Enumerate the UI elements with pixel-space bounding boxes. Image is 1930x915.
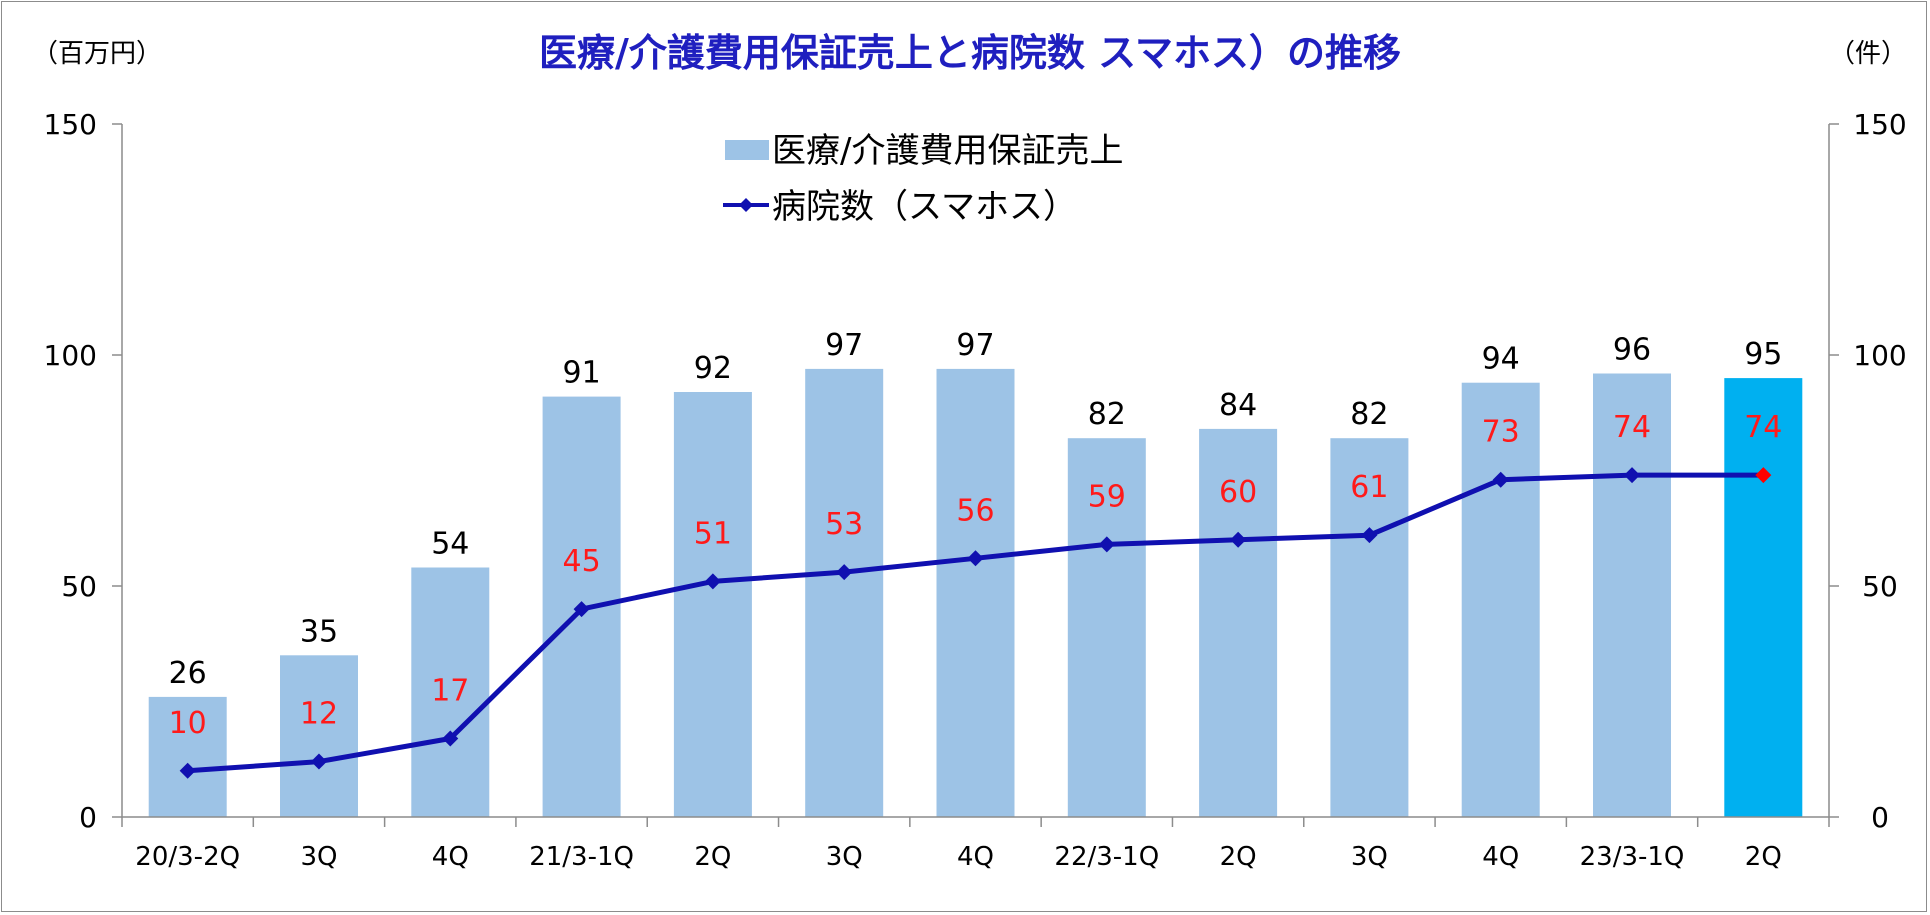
x-tick-label: 2Q — [1220, 842, 1257, 872]
legend: 医療/介護費用保証売上 病院数（スマホス） — [723, 131, 1123, 227]
line-layer — [179, 467, 1772, 779]
bar — [673, 392, 752, 817]
x-tick-label: 3Q — [300, 842, 337, 872]
line-value-label: 12 — [300, 697, 338, 732]
x-tick-label: 3Q — [826, 842, 863, 872]
x-tick-label: 4Q — [957, 842, 994, 872]
line-point — [442, 730, 459, 747]
line-value-label: 56 — [956, 493, 994, 528]
line-value-label: 17 — [431, 674, 469, 709]
line-point — [1230, 531, 1247, 548]
x-tick-label: 22/3-1Q — [1054, 842, 1159, 872]
right-tick-label: 0 — [1871, 801, 1889, 834]
bar — [1330, 438, 1409, 817]
bar — [936, 368, 1015, 817]
line-point — [836, 564, 853, 581]
legend-line-marker — [739, 198, 753, 212]
bar-value-label: 54 — [431, 527, 469, 562]
line-point — [1098, 536, 1115, 553]
bar-value-label: 91 — [563, 356, 601, 391]
left-tick-label: 150 — [44, 108, 97, 141]
line-point — [179, 762, 196, 779]
line-value-label: 73 — [1482, 415, 1520, 450]
right-tick-label: 100 — [1853, 339, 1906, 372]
left-tick-label: 100 — [44, 339, 97, 372]
line-value-label: 74 — [1613, 410, 1651, 445]
axes-layer: 0 50 100 150 0 50 100 150 20/3-2Q 3Q 4Q 21/3-1Q 2Q 3Q… — [44, 108, 1907, 872]
bar-value-label: 94 — [1482, 342, 1520, 377]
bar — [1461, 382, 1540, 817]
line-value-label: 10 — [169, 706, 207, 741]
bar-value-label: 26 — [169, 656, 207, 691]
line-value-label: 45 — [563, 544, 601, 579]
left-tick-label: 50 — [61, 570, 97, 603]
bar — [411, 567, 490, 817]
bar-value-label: 97 — [825, 328, 863, 363]
legend-line-label: 病院数（スマホス） — [772, 187, 1077, 227]
bar-value-label: 82 — [1088, 397, 1126, 432]
line-value-label: 74 — [1744, 410, 1782, 445]
line-value-label: 53 — [825, 507, 863, 542]
bar — [1067, 438, 1146, 817]
legend-bar-label: 医療/介護費用保証売上 — [772, 131, 1123, 171]
line-point — [1361, 527, 1378, 544]
bar-value-label: 35 — [300, 614, 338, 649]
x-tick-label: 20/3-2Q — [135, 842, 240, 872]
x-tick-label: 23/3-1Q — [1580, 842, 1685, 872]
bar — [805, 368, 884, 817]
line-value-label: 59 — [1088, 479, 1126, 514]
right-tick-label: 50 — [1862, 570, 1898, 603]
x-tick-label: 4Q — [432, 842, 469, 872]
line-value-label: 61 — [1350, 470, 1388, 505]
bars-layer — [148, 368, 1803, 817]
bar — [1593, 373, 1671, 817]
x-tick-label: 3Q — [1351, 842, 1388, 872]
bar-value-label: 96 — [1613, 333, 1651, 368]
x-tick-label: 2Q — [1745, 842, 1782, 872]
line-value-label: 51 — [694, 516, 732, 551]
left-tick-label: 0 — [79, 801, 97, 834]
bar-value-label: 95 — [1744, 337, 1782, 372]
bar-value-label: 82 — [1350, 397, 1388, 432]
line-point — [1755, 467, 1772, 484]
bar-value-label: 97 — [956, 328, 994, 363]
x-tick-label: 21/3-1Q — [529, 842, 634, 872]
bar-value-label: 92 — [694, 351, 732, 386]
line-point — [573, 601, 590, 618]
bar — [280, 655, 358, 817]
line-point — [310, 753, 327, 770]
bar — [1199, 428, 1278, 817]
bar — [148, 696, 227, 817]
line-point — [1624, 467, 1641, 484]
legend-bar-swatch — [725, 140, 769, 160]
right-tick-label: 150 — [1853, 108, 1906, 141]
chart-title: 医療/介護費用保証売上と病院数 スマホス）の推移 — [539, 31, 1401, 75]
bar-value-label: 84 — [1219, 388, 1257, 423]
bar — [1724, 378, 1803, 817]
line-value-label: 60 — [1219, 475, 1257, 510]
line-point — [967, 550, 984, 567]
left-axis-unit: （百万円） — [32, 39, 162, 69]
line-point — [704, 573, 721, 590]
x-tick-label: 4Q — [1482, 842, 1519, 872]
right-axis-unit: （件） — [1829, 39, 1907, 69]
line-point — [1492, 471, 1509, 488]
x-tick-label: 2Q — [694, 842, 731, 872]
labels-layer: 26 35 54 91 92 97 97 82 84 82 94 96 95 10 12 17 45 51 53 56… — [169, 328, 1783, 741]
